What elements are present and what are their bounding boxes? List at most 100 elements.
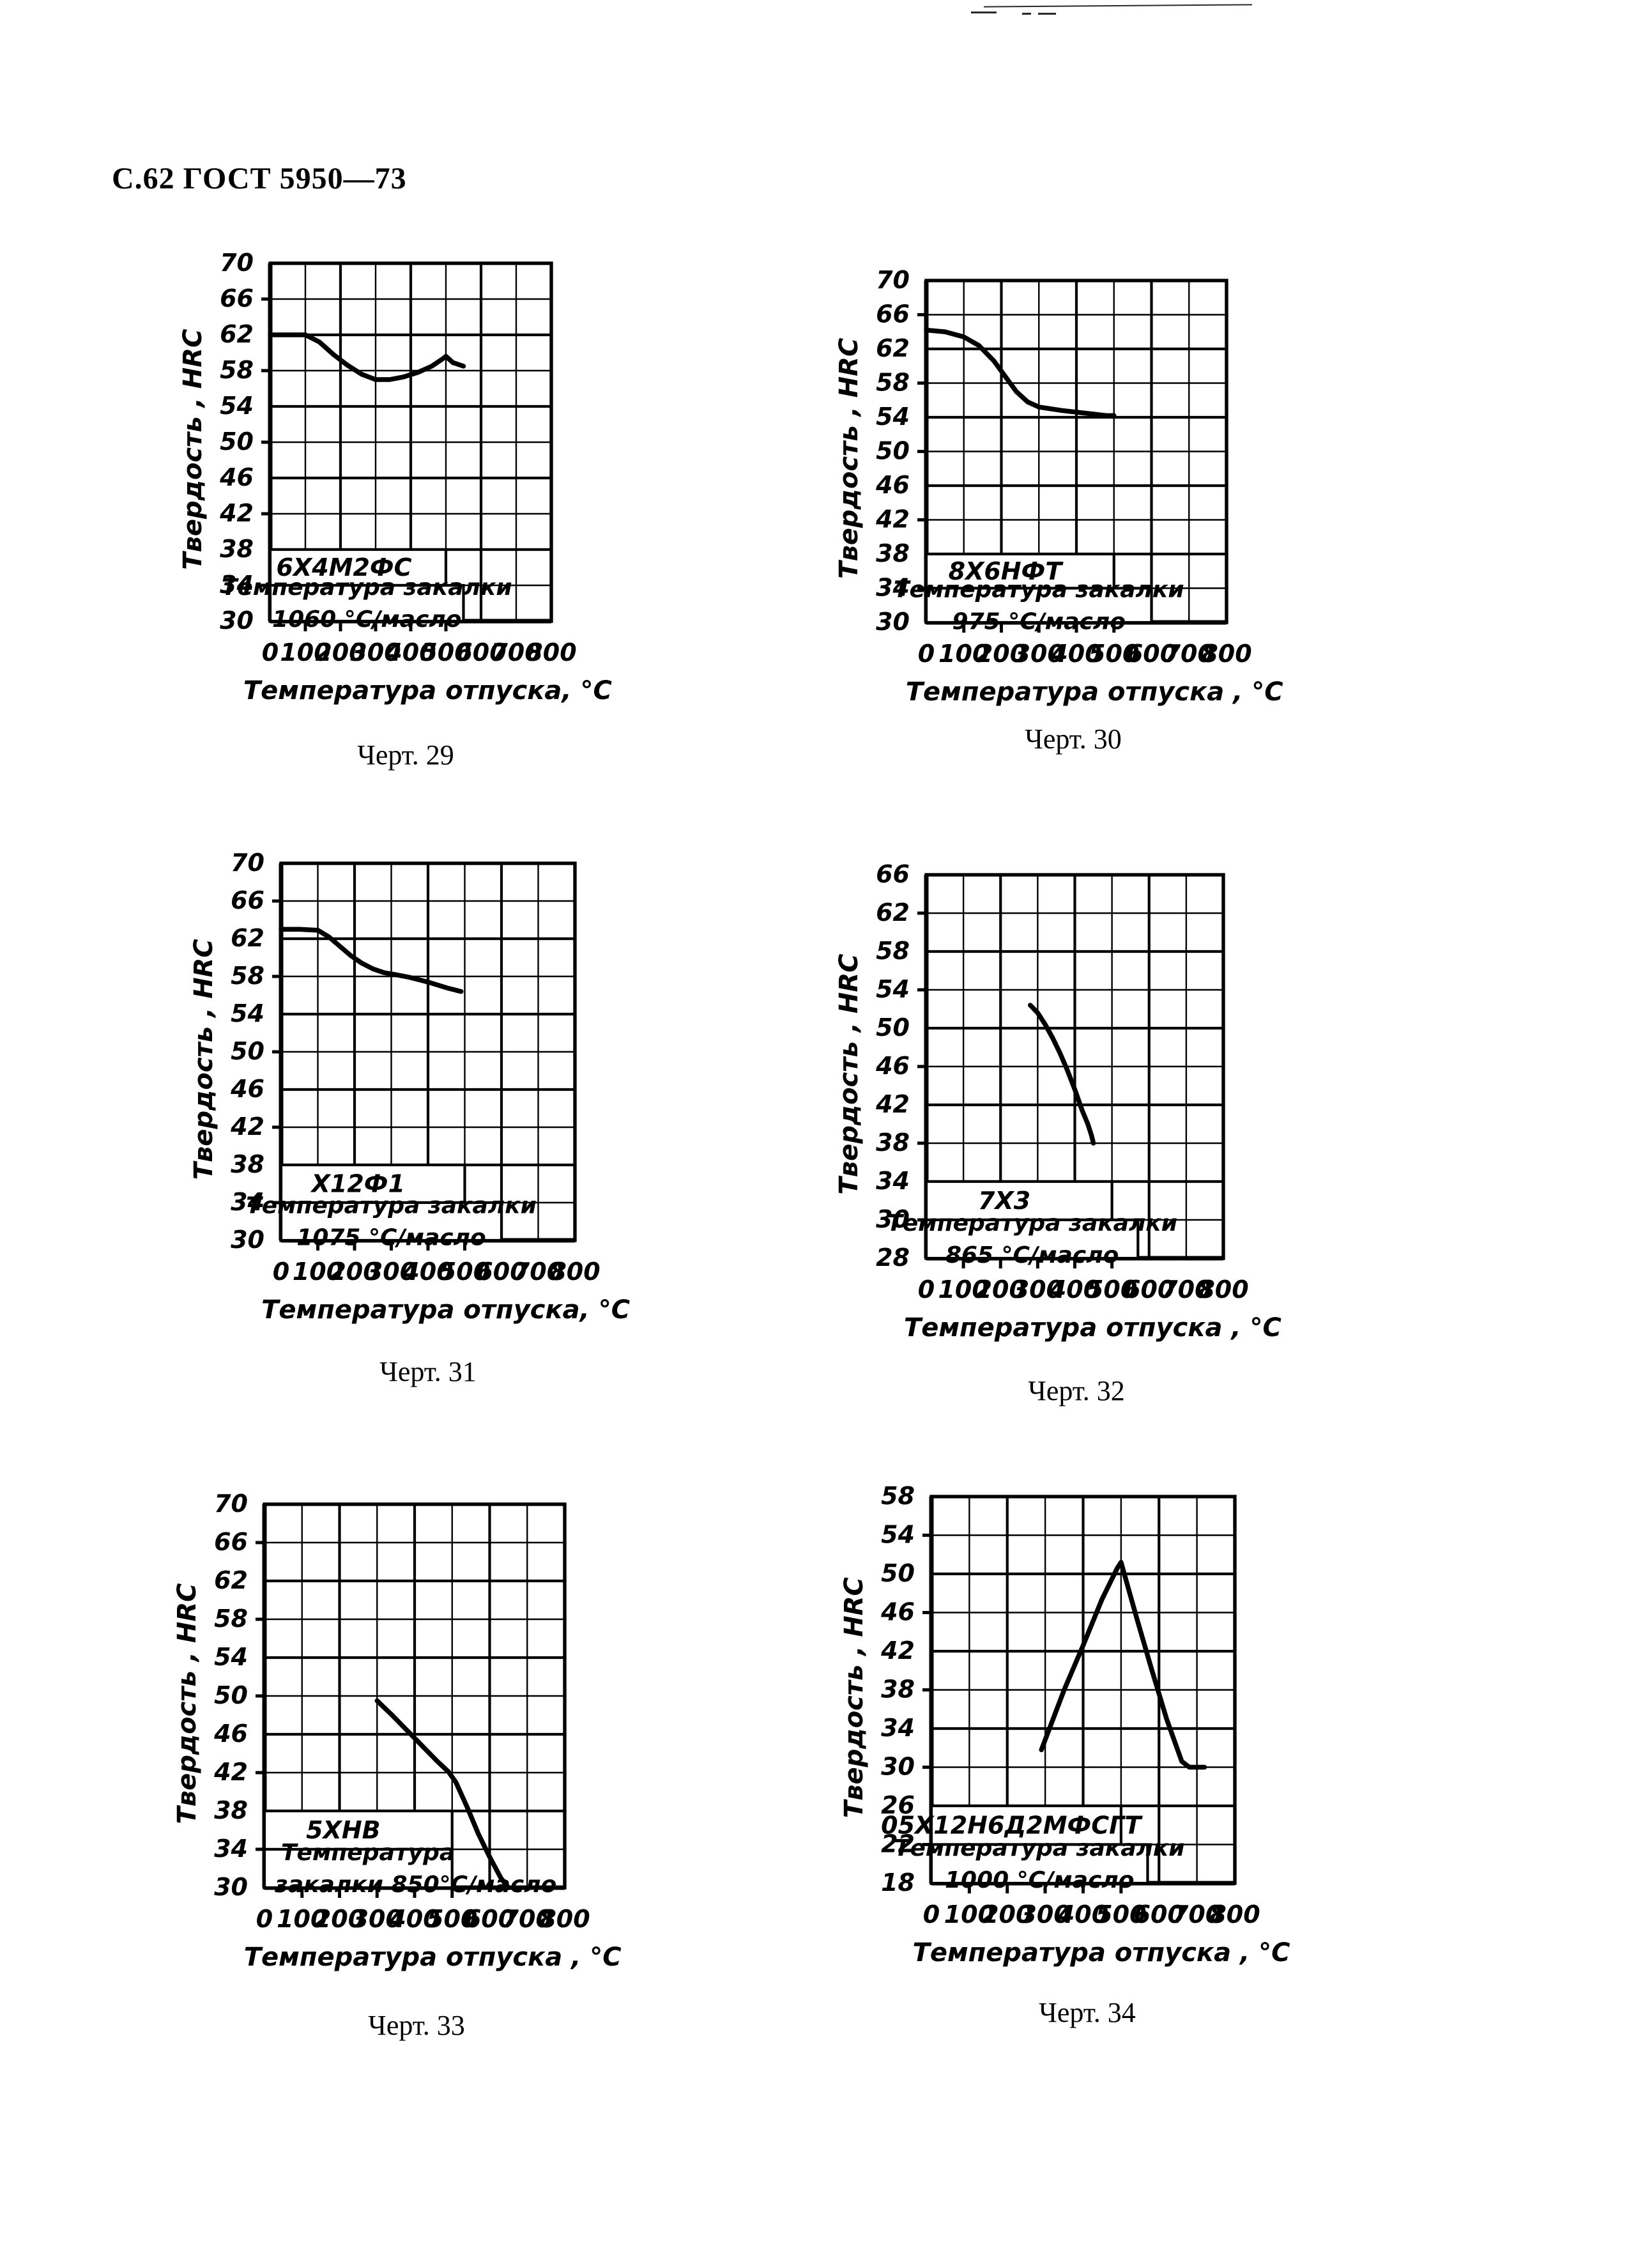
x-tick-label: 700: [502, 1905, 553, 1933]
y-tick-label: 54: [214, 1643, 248, 1671]
grade-label: 7Х3: [978, 1187, 1030, 1215]
y-tick-label: 70: [876, 266, 910, 294]
y-tick-label: 18: [881, 1868, 915, 1897]
y-tick-label: 62: [876, 898, 910, 927]
grade-label: 8Х6НФТ: [949, 557, 1064, 585]
x-tick-label: 300: [350, 638, 401, 666]
figure-caption: Черт. 34: [1039, 1997, 1136, 2028]
x-tick-label: 0: [262, 638, 279, 666]
y-tick-label: 62: [214, 1566, 248, 1594]
x-tick-label: 700: [1172, 1900, 1222, 1929]
y-tick-label: 30: [881, 1753, 915, 1781]
x-tick-label: 100: [944, 1900, 995, 1929]
x-axis-title: Температура отпуска, °С: [243, 676, 612, 705]
y-tick-label: 46: [875, 1052, 910, 1080]
x-tick-label: 600: [455, 638, 506, 666]
x-axis-title: Температура отпуска , °С: [904, 1313, 1281, 1343]
y-tick-label: 66: [876, 860, 910, 888]
x-tick-label: 300: [1014, 640, 1064, 668]
quench-label-box: [263, 1847, 454, 1890]
y-tick-label: 46: [213, 1720, 248, 1748]
y-tick-label: 22: [881, 1830, 915, 1858]
y-axis-title: Твердость , HRC: [172, 1583, 202, 1824]
quench-label-box: [929, 1843, 1149, 1885]
x-tick-label: 800: [539, 1905, 590, 1933]
page-header: С.62 ГОСТ 5950—73: [112, 162, 407, 196]
x-tick-label: 200: [975, 1275, 1026, 1304]
x-tick-label: 700: [491, 638, 541, 666]
x-tick-label: 300: [1020, 1900, 1070, 1929]
grade-label: Х12Ф1: [310, 1170, 405, 1198]
x-tick-label: 0: [273, 1258, 289, 1286]
y-tick-label: 30: [220, 606, 254, 635]
data-curve: [268, 332, 466, 382]
x-tick-label: 300: [366, 1258, 417, 1286]
y-tick-label: 34: [881, 1714, 915, 1742]
y-tick-label: 58: [231, 962, 264, 990]
figure-chart-34: 05Х12Н6Д2МФСГТ Температура закалки 1000 °С…: [838, 1481, 1336, 2029]
y-tick-label: 58: [876, 937, 910, 965]
y-tick-label: 30: [231, 1226, 264, 1254]
y-tick-label: 50: [231, 1037, 264, 1065]
y-tick-label: 58: [876, 369, 910, 397]
x-tick-label: 500: [1096, 1900, 1146, 1929]
data-curve: [1039, 1560, 1207, 1770]
x-tick-label: 400: [1057, 1900, 1108, 1929]
y-tick-label: 46: [875, 471, 910, 499]
y-tick-label: 66: [220, 284, 254, 312]
x-tick-label: 100: [280, 638, 330, 666]
y-axis-title: Твердость , HRC: [834, 338, 864, 579]
data-curve: [924, 327, 1117, 419]
y-axis-title: Твердость , HRC: [834, 953, 864, 1194]
figure-chart-32: 7Х3 Температура закалки 865 °С/масло 66 62 58…: [830, 859, 1322, 1407]
x-tick-label: 200: [982, 1900, 1032, 1929]
y-tick-label: 70: [214, 1490, 248, 1518]
x-tick-label: 100: [293, 1258, 343, 1286]
y-tick-label: 62: [220, 320, 254, 348]
y-tick-label: 42: [219, 499, 254, 527]
grade-label: 6Х4М2ФС: [276, 553, 411, 582]
y-tick-label: 50: [876, 1013, 910, 1042]
quench-label-line: 865 °С/масло: [945, 1242, 1119, 1268]
y-tick-label: 46: [230, 1075, 264, 1103]
y-tick-label: 54: [220, 392, 254, 420]
x-tick-label: 500: [427, 1905, 477, 1933]
grade-label-box: [268, 548, 448, 587]
x-tick-label: 200: [329, 1258, 379, 1286]
y-tick-label: 46: [880, 1598, 915, 1626]
y-tick-label: 28: [876, 1244, 910, 1272]
quench-label-line: 1060 °С/масло: [272, 606, 461, 633]
x-tick-label: 200: [314, 1905, 365, 1933]
y-tick-label: 42: [213, 1758, 248, 1786]
x-tick-label: 400: [388, 1905, 440, 1933]
y-tick-label: 30: [876, 1205, 910, 1233]
y-tick-label: 58: [220, 356, 254, 384]
x-tick-label: 600: [464, 1905, 515, 1933]
quench-label-line: Температура закалки: [222, 574, 512, 601]
y-tick-label: 34: [220, 571, 254, 599]
x-tick-label: 200: [976, 640, 1027, 668]
y-tick-label: 42: [875, 505, 910, 534]
y-axis-title: Твердость , HRC: [839, 1577, 869, 1818]
x-tick-label: 700: [1161, 1275, 1211, 1304]
y-tick-label: 46: [219, 463, 254, 491]
quench-label-line: Температура закалки: [894, 576, 1184, 603]
figure-caption: Черт. 29: [357, 739, 454, 771]
figure-chart-30: 8Х6НФТ Температура закалки 975 °С/масло 70 6…: [824, 265, 1322, 755]
y-tick-label: 30: [214, 1873, 248, 1901]
y-tick-label: 34: [214, 1835, 248, 1863]
x-tick-label: 500: [440, 1258, 490, 1286]
x-tick-label: 100: [938, 640, 989, 668]
x-tick-label: 0: [918, 1275, 935, 1304]
y-tick-label: 70: [220, 249, 254, 277]
figure-chart-29: 6Х4М2ФС Температура закалки 1060 °С/масло 7…: [176, 249, 636, 771]
y-tick-label: 38: [876, 1128, 910, 1157]
x-tick-label: 400: [402, 1258, 453, 1286]
quench-label-box: [268, 583, 465, 623]
scan-artifact-dash-1: [971, 12, 997, 13]
x-tick-label: 100: [277, 1905, 327, 1933]
